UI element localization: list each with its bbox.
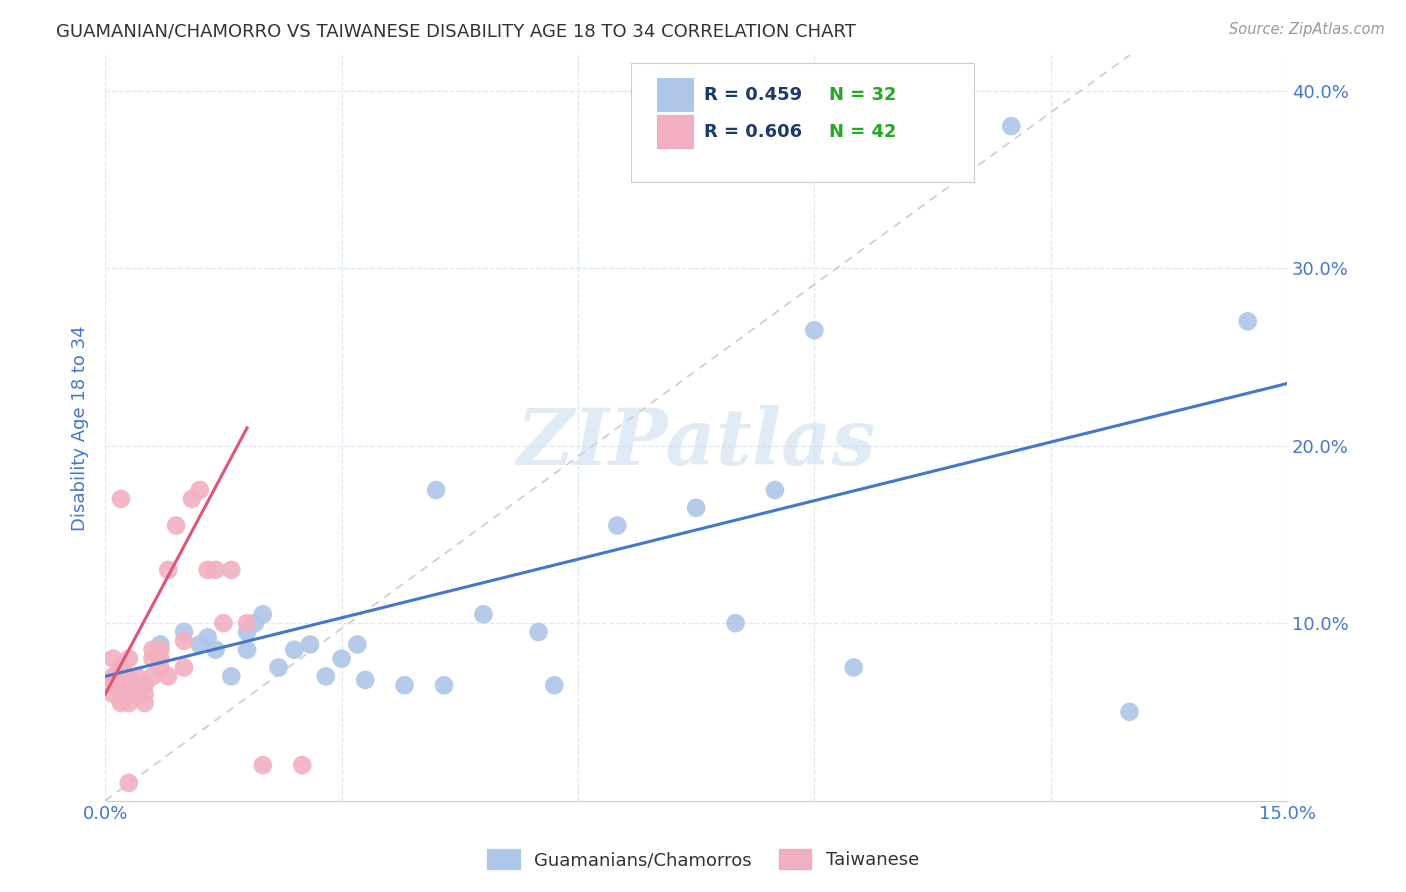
Point	[110, 491, 132, 506]
Point	[180, 491, 202, 506]
FancyBboxPatch shape	[657, 78, 693, 111]
Point	[110, 660, 132, 674]
Text: R = 0.459: R = 0.459	[704, 86, 803, 103]
Point	[299, 637, 322, 651]
Point	[354, 673, 377, 687]
Point	[724, 616, 747, 631]
Point	[101, 687, 124, 701]
Legend: Guamanians/Chamorros, Taiwanese: Guamanians/Chamorros, Taiwanese	[478, 839, 928, 879]
Point	[149, 660, 172, 674]
Point	[118, 669, 141, 683]
Y-axis label: Disability Age 18 to 34: Disability Age 18 to 34	[72, 325, 89, 531]
Point	[346, 637, 368, 651]
Point	[110, 669, 132, 683]
Point	[252, 758, 274, 772]
Point	[236, 616, 259, 631]
Point	[149, 651, 172, 665]
Point	[267, 660, 290, 674]
Point	[188, 483, 211, 497]
Point	[101, 669, 124, 683]
Point	[134, 687, 156, 701]
Text: GUAMANIAN/CHAMORRO VS TAIWANESE DISABILITY AGE 18 TO 34 CORRELATION CHART: GUAMANIAN/CHAMORRO VS TAIWANESE DISABILI…	[56, 22, 856, 40]
Point	[149, 642, 172, 657]
Point	[141, 651, 163, 665]
Point	[197, 563, 219, 577]
Point	[197, 630, 219, 644]
Point	[291, 758, 314, 772]
Text: N = 32: N = 32	[828, 86, 896, 103]
Point	[219, 563, 242, 577]
Point	[118, 651, 141, 665]
Point	[157, 669, 180, 683]
Point	[803, 323, 825, 337]
Point	[394, 678, 416, 692]
Point	[110, 687, 132, 701]
Point	[315, 669, 337, 683]
Point	[283, 642, 305, 657]
Point	[219, 669, 242, 683]
Point	[606, 518, 628, 533]
Text: ZIPatlas: ZIPatlas	[516, 405, 876, 481]
Point	[157, 563, 180, 577]
Point	[125, 669, 148, 683]
Point	[1000, 119, 1022, 133]
Text: N = 42: N = 42	[828, 123, 896, 141]
Point	[543, 678, 565, 692]
Point	[204, 642, 226, 657]
Point	[236, 642, 259, 657]
Point	[118, 776, 141, 790]
Point	[212, 616, 235, 631]
Point	[118, 687, 141, 701]
Point	[173, 660, 195, 674]
Point	[134, 678, 156, 692]
Point	[141, 669, 163, 683]
Point	[110, 678, 132, 692]
Point	[685, 500, 707, 515]
Point	[110, 696, 132, 710]
Point	[330, 651, 353, 665]
Point	[118, 696, 141, 710]
Point	[527, 625, 550, 640]
Point	[763, 483, 786, 497]
Point	[842, 660, 865, 674]
Point	[149, 637, 172, 651]
FancyBboxPatch shape	[631, 62, 974, 182]
Text: R = 0.606: R = 0.606	[704, 123, 803, 141]
Point	[1236, 314, 1258, 328]
Point	[125, 678, 148, 692]
Point	[243, 616, 266, 631]
Point	[1118, 705, 1140, 719]
FancyBboxPatch shape	[657, 115, 693, 148]
Point	[101, 651, 124, 665]
Point	[173, 625, 195, 640]
Point	[125, 687, 148, 701]
Point	[433, 678, 456, 692]
Point	[236, 625, 259, 640]
Point	[118, 678, 141, 692]
Point	[472, 607, 495, 622]
Point	[252, 607, 274, 622]
Text: Source: ZipAtlas.com: Source: ZipAtlas.com	[1229, 22, 1385, 37]
Point	[188, 637, 211, 651]
Point	[165, 518, 187, 533]
Point	[141, 642, 163, 657]
Point	[134, 696, 156, 710]
Point	[425, 483, 447, 497]
Point	[101, 678, 124, 692]
Point	[173, 633, 195, 648]
Point	[204, 563, 226, 577]
